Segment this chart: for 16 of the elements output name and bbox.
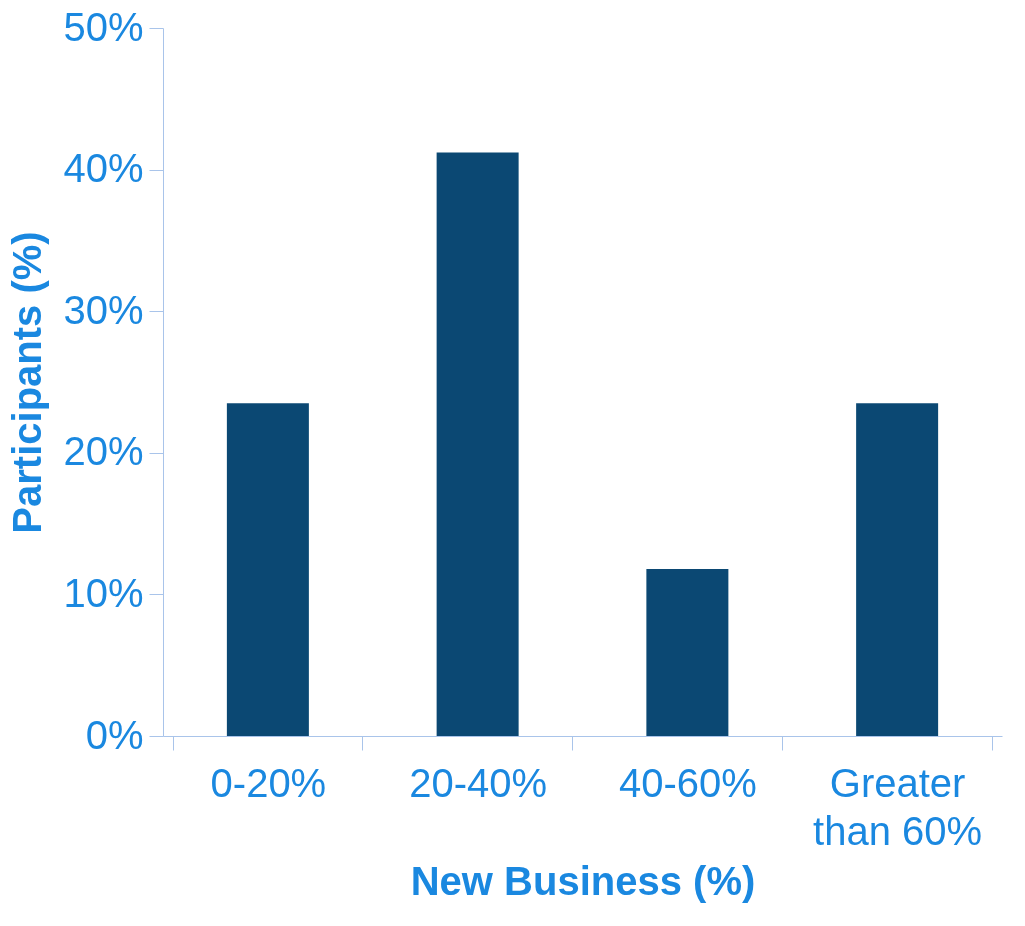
x-tick-label: Greater than 60% <box>813 760 983 853</box>
y-tick-label: 20% <box>63 429 144 474</box>
y-axis-title: Participants (%) <box>5 231 50 534</box>
bar <box>226 403 309 736</box>
y-tick-label: 10% <box>63 570 144 615</box>
x-tick-label: 20-40% <box>409 760 548 805</box>
bar <box>436 152 519 736</box>
bar <box>856 403 939 736</box>
y-tick-label: 30% <box>63 287 144 332</box>
x-tick-label: 0-20% <box>210 760 327 805</box>
y-tick-label: 0% <box>85 712 144 757</box>
x-tick-label: 40-60% <box>618 760 757 805</box>
y-tick-label: 50% <box>63 4 144 49</box>
y-tick-label: 40% <box>63 146 144 191</box>
x-axis-title: New Business (%) <box>410 858 756 903</box>
bar <box>646 568 729 736</box>
